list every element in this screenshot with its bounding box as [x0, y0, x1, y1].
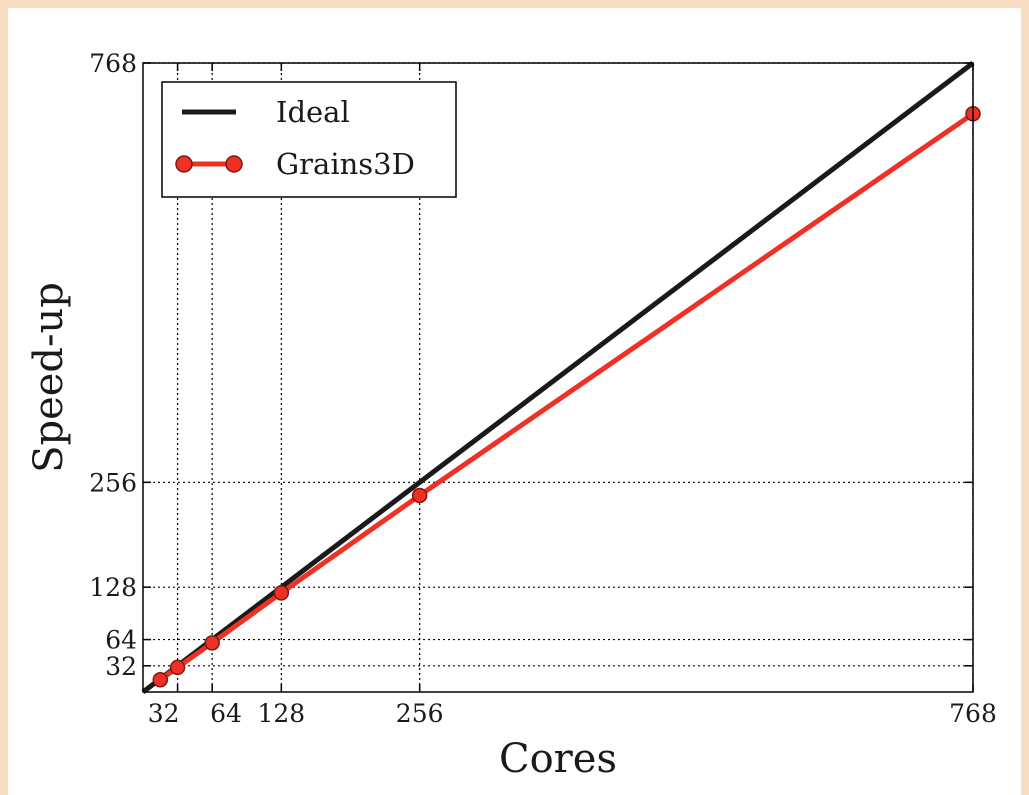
- x-tick-label: 768: [949, 699, 997, 728]
- data-point-grains3d: [273, 585, 290, 601]
- legend: Ideal Grains3D: [161, 81, 457, 198]
- plot-area-border: [142, 62, 974, 693]
- x-tick-label: 256: [396, 699, 444, 728]
- y-tick-label: 256: [89, 468, 137, 497]
- x-tick-label: 128: [257, 699, 305, 728]
- data-point-grains3d: [152, 671, 169, 688]
- x-tick-label: 64: [210, 699, 242, 728]
- data-point-grains3d: [204, 635, 220, 651]
- y-tick-label: 64: [105, 626, 137, 655]
- y-tick-label: 768: [89, 49, 137, 78]
- y-tick-label: 128: [89, 573, 137, 602]
- y-tick-label: 32: [105, 652, 137, 681]
- y-axis-title: Speed-up: [26, 282, 72, 473]
- legend-grains-marker: [225, 155, 243, 173]
- x-tick-label: 32: [148, 699, 180, 728]
- x-axis-title: Cores: [499, 736, 617, 782]
- data-point-grains3d: [169, 659, 186, 676]
- data-point-grains3d: [411, 487, 428, 504]
- legend-grains-label: Grains3D: [276, 147, 415, 181]
- series-layer: [141, 61, 981, 694]
- legend-grains-marker: [175, 155, 193, 173]
- legend-box: [161, 81, 457, 198]
- legend-ideal-label: Ideal: [276, 95, 350, 129]
